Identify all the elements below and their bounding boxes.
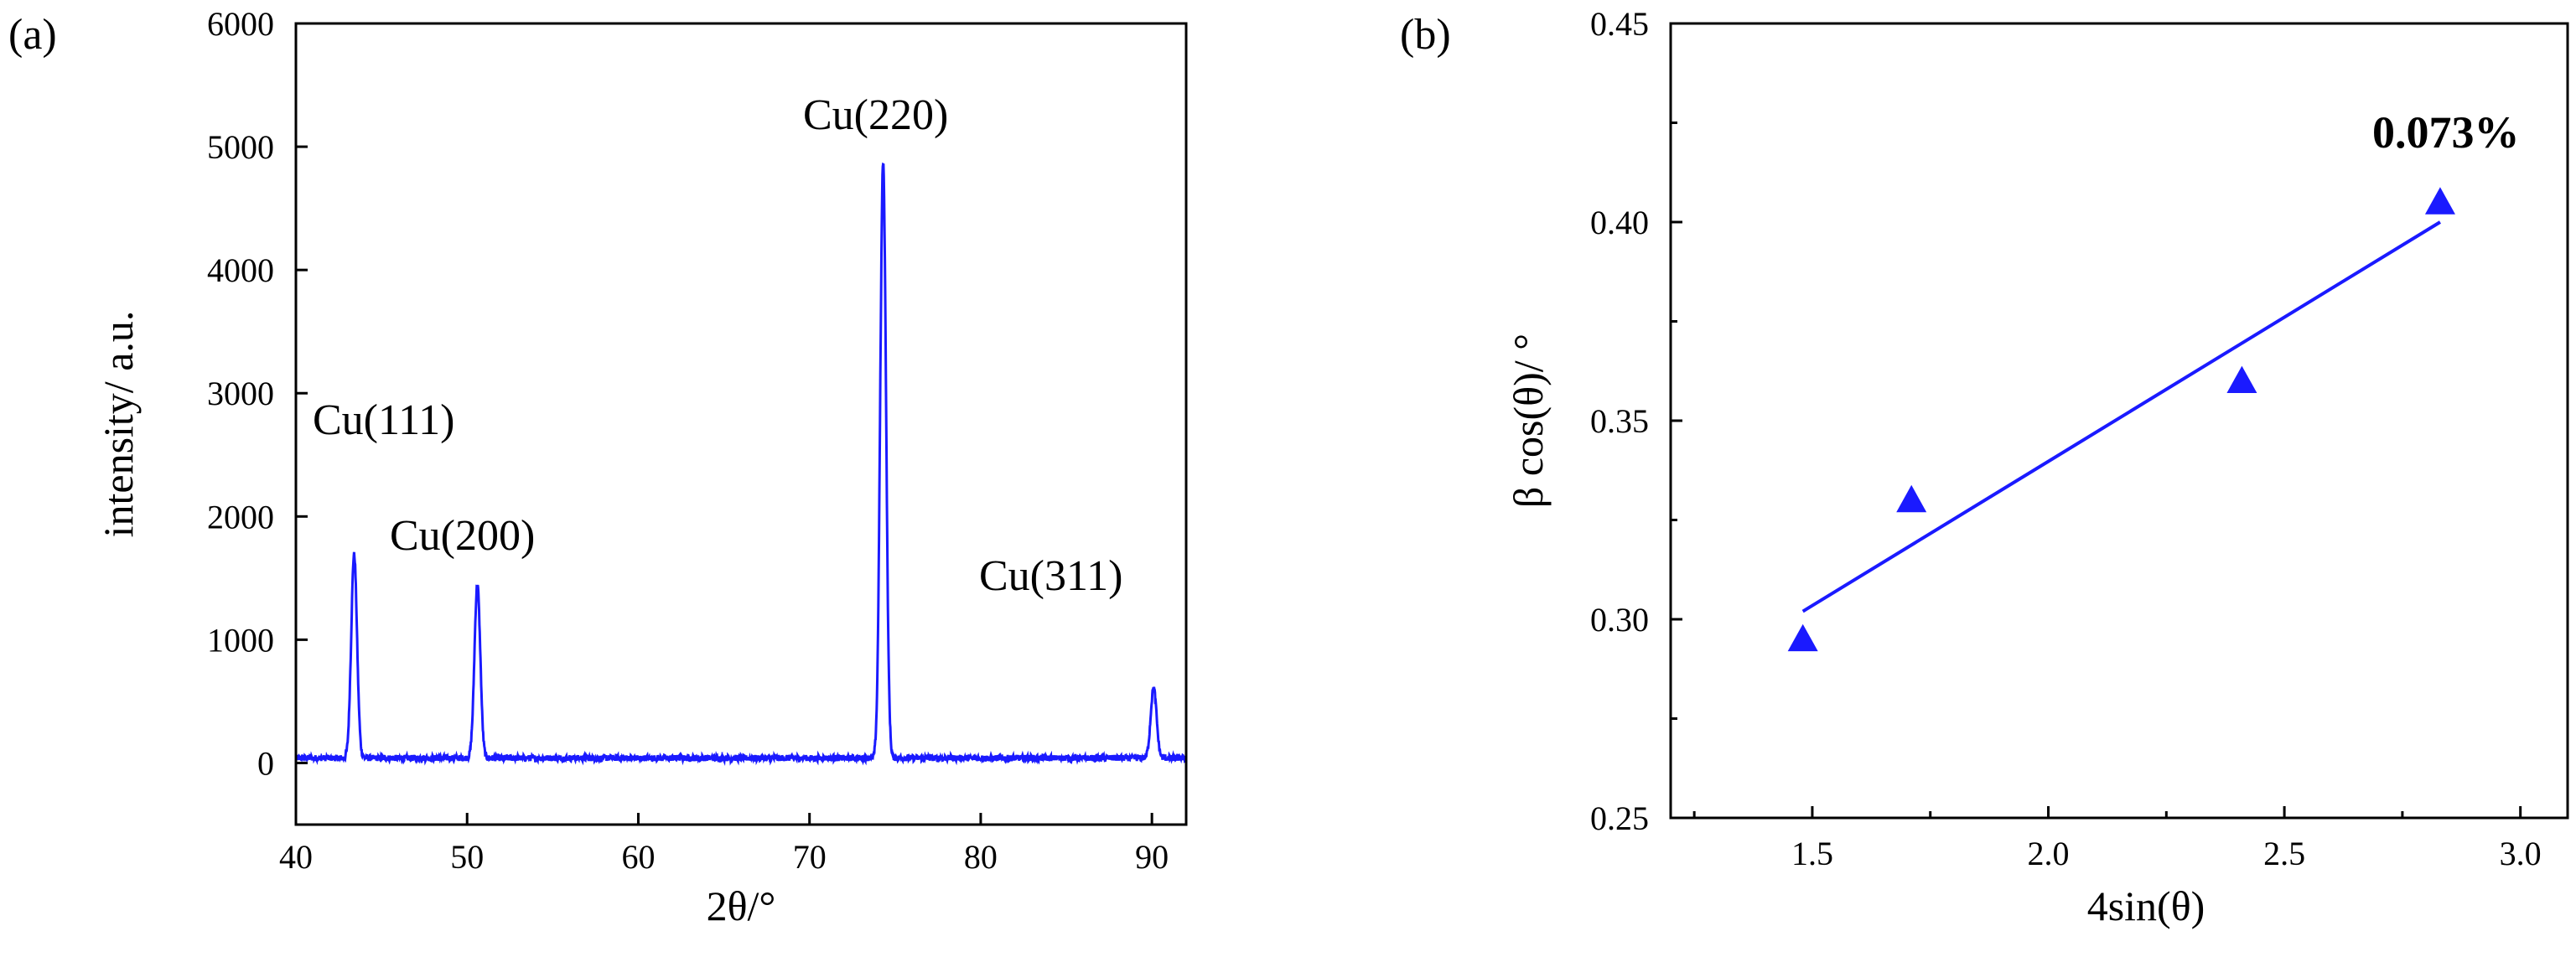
panel-b-frame xyxy=(1669,22,2569,820)
x-tick-label: 2.5 xyxy=(2263,835,2305,872)
y-tick-label: 1000 xyxy=(207,621,274,659)
y-tick-label: 0 xyxy=(257,744,274,782)
y-tick-label: 0.25 xyxy=(1590,799,1649,837)
y-tick-label: 2000 xyxy=(207,498,274,535)
y-tick-label: 5000 xyxy=(207,128,274,166)
x-tick-label: 70 xyxy=(793,838,827,876)
panel-b-ticks: 1.5 2.0 2.5 3.0 0.25 0.30 0.35 0.40 0.45 xyxy=(1590,5,2542,872)
x-tick-label: 1.5 xyxy=(1791,835,1833,872)
y-tick-label: 6000 xyxy=(207,5,274,43)
data-point xyxy=(2424,187,2455,215)
panel-b-points xyxy=(1787,187,2455,652)
panel-a-frame xyxy=(294,22,1188,826)
x-tick-label: 40 xyxy=(279,838,313,876)
panel-a-label: (a) xyxy=(8,11,57,59)
panel-b-ylabel: β cos(θ)/ ° xyxy=(1505,334,1552,508)
panel-b-label: (b) xyxy=(1400,11,1451,59)
x-tick-label: 2.0 xyxy=(2028,835,2070,872)
xrd-pattern-line xyxy=(294,162,1188,767)
peak-label-cu200: Cu(200) xyxy=(390,512,535,560)
data-point xyxy=(1896,484,1927,513)
peak-label-cu220: Cu(220) xyxy=(803,91,948,139)
y-tick-label: 0.35 xyxy=(1590,402,1649,440)
x-tick-label: 80 xyxy=(964,838,998,876)
x-tick-label: 3.0 xyxy=(2500,835,2542,872)
data-point xyxy=(1787,623,1818,652)
linear-fit-line xyxy=(1801,220,2441,613)
y-tick-label: 0.40 xyxy=(1590,204,1649,241)
panel-a-ylabel: intensity/ a.u. xyxy=(95,311,142,538)
y-tick-label: 0.45 xyxy=(1590,5,1649,43)
x-tick-label: 60 xyxy=(621,838,655,876)
y-tick-label: 3000 xyxy=(207,375,274,412)
panel-a: (a) 40 50 60 70 80 90 0 1000 2000 3000 4000 5000 600… xyxy=(8,5,1188,929)
panel-a-xlabel: 2θ/° xyxy=(707,882,776,929)
peak-label-cu311: Cu(311) xyxy=(979,552,1122,600)
panel-b: (b) 1.5 2.0 2.5 3.0 0.25 0.30 0.35 0.40 0.45 0.0… xyxy=(1400,5,2569,929)
y-tick-label: 0.30 xyxy=(1590,601,1649,639)
x-tick-label: 50 xyxy=(450,838,484,876)
panel-b-xlabel: 4sin(θ) xyxy=(2087,882,2205,929)
x-tick-label: 90 xyxy=(1135,838,1169,876)
peak-label-cu111: Cu(111) xyxy=(313,396,454,444)
data-point xyxy=(2226,365,2257,393)
strain-annotation: 0.073% xyxy=(2372,107,2520,158)
panel-a-ticks: 40 50 60 70 80 90 0 1000 2000 3000 4000 5000 6000 xyxy=(207,5,1169,876)
y-tick-label: 4000 xyxy=(207,251,274,289)
